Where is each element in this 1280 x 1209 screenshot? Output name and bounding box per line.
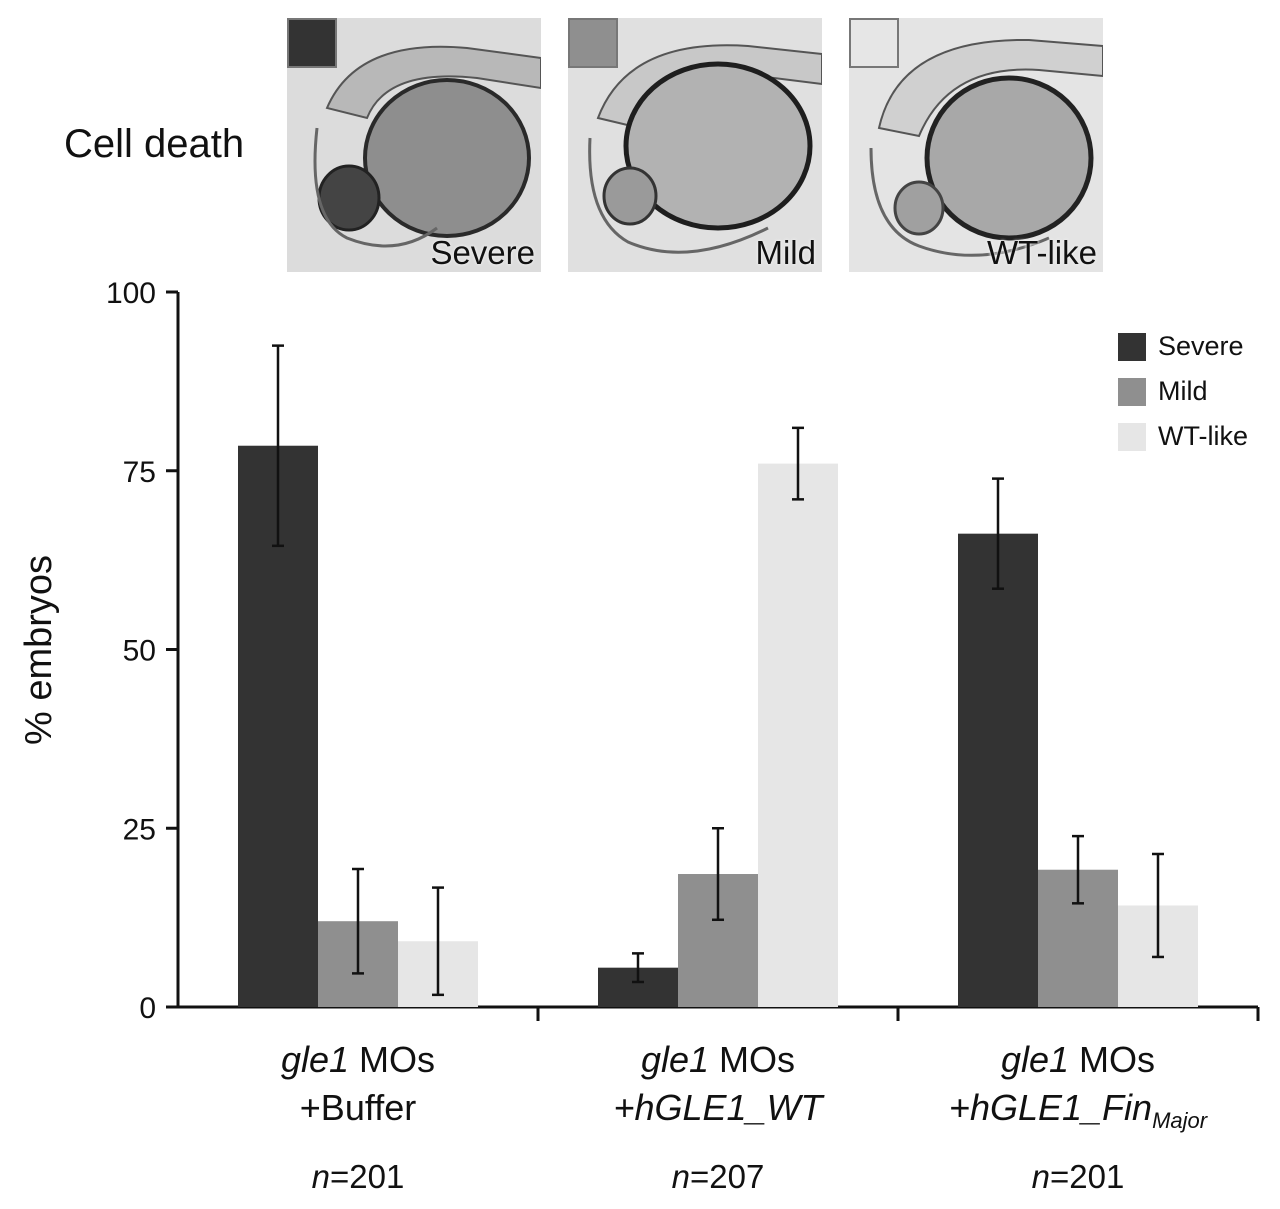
embryo-panel-mild: Mild xyxy=(568,18,822,272)
n-value: =207 xyxy=(690,1158,765,1195)
mo-label: MOs xyxy=(719,1039,796,1080)
panel-label-mild: Mild xyxy=(755,234,816,271)
gene-name: gle1 xyxy=(640,1039,710,1080)
treatment-label: +Buffer xyxy=(299,1087,417,1128)
embryo-image-mild xyxy=(568,18,822,272)
panel-label-severe: Severe xyxy=(430,234,535,271)
treatment-subscript: Major xyxy=(1152,1108,1208,1134)
bar-severe-group-3 xyxy=(958,533,1038,1007)
swatch-mild xyxy=(568,18,618,68)
n-value: =201 xyxy=(330,1158,405,1195)
legend-label-wtlike: WT-like xyxy=(1158,421,1248,451)
n-label-hgle1-wt: n=207 xyxy=(538,1158,898,1196)
n-symbol: n xyxy=(671,1158,690,1195)
embryo-panel-severe: Severe xyxy=(287,18,541,272)
legend-label-mild: Mild xyxy=(1158,376,1208,406)
swatch-severe xyxy=(287,18,337,68)
y-tick-label: 50 xyxy=(123,635,156,668)
legend-label-severe: Severe xyxy=(1158,331,1244,361)
y-axis-title: % embryos xyxy=(18,554,60,746)
y-tick-label: 25 xyxy=(123,813,156,846)
swatch-wtlike xyxy=(849,18,899,68)
group-label-hgle1-fin: gle1 MOs +hGLE1_FinMajor xyxy=(898,1036,1258,1145)
n-label-buffer: n=201 xyxy=(178,1158,538,1196)
row-label: Cell death xyxy=(64,122,245,166)
legend-swatch-wtlike xyxy=(1118,423,1146,451)
legend-swatch-mild xyxy=(1118,378,1146,406)
panel-label-wtlike: WT-like xyxy=(987,234,1097,271)
n-label-hgle1-fin: n=201 xyxy=(898,1158,1258,1196)
y-tick-label: 75 xyxy=(123,456,156,489)
treatment-label: +hGLE1_WT xyxy=(613,1087,823,1128)
mo-label: MOs xyxy=(359,1039,436,1080)
mo-label: MOs xyxy=(1079,1039,1156,1080)
group-label-buffer: gle1 MOs +Buffer xyxy=(178,1036,538,1132)
group-label-hgle1-wt: gle1 MOs +hGLE1_WT xyxy=(538,1036,898,1132)
gene-name: gle1 xyxy=(1000,1039,1070,1080)
n-symbol: n xyxy=(1031,1158,1050,1195)
treatment-label: +hGLE1_Fin xyxy=(948,1087,1153,1128)
legend-swatch-severe xyxy=(1118,333,1146,361)
y-tick-label: 0 xyxy=(139,992,156,1025)
embryo-panel-wtlike: WT-like xyxy=(849,18,1103,272)
bar-wtlike-group-2 xyxy=(758,463,838,1008)
gene-name: gle1 xyxy=(280,1039,350,1080)
y-tick-label: 100 xyxy=(106,277,156,310)
n-value: =201 xyxy=(1050,1158,1125,1195)
n-symbol: n xyxy=(311,1158,330,1195)
